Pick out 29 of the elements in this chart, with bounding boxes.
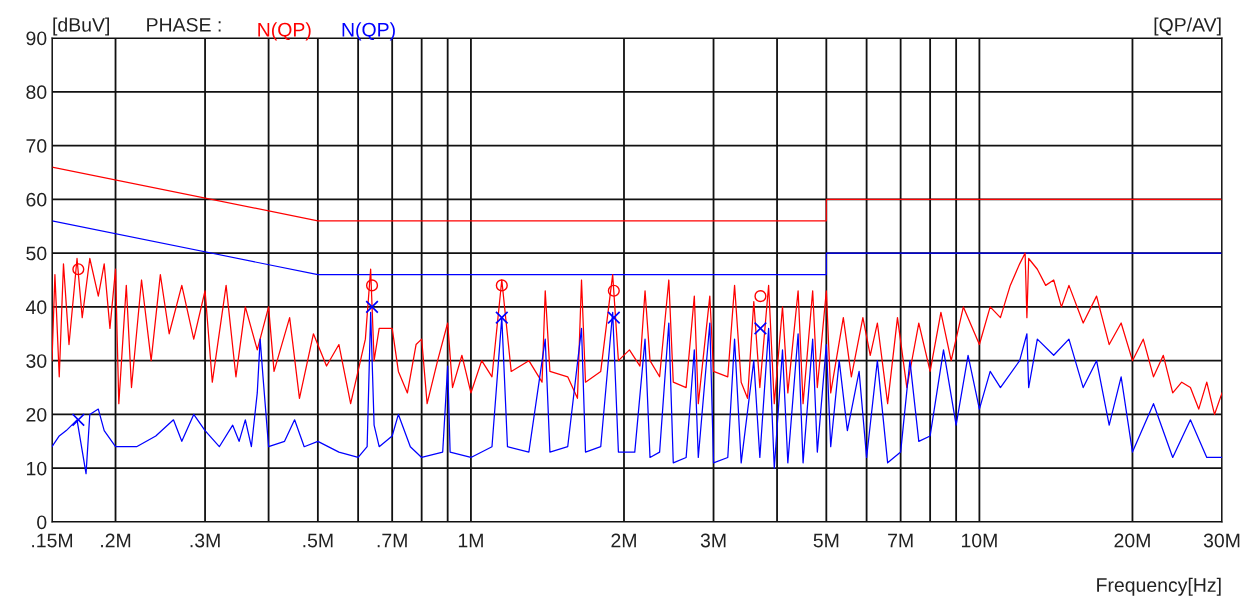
x-tick-label: 2M [611,533,636,548]
y-tick-label: 70 [26,139,47,153]
x-tick-label: 7M [888,533,913,548]
y-tick-label: 50 [26,246,47,261]
y-tick-label: 20 [26,407,47,422]
x-tick-label: 20M [1114,533,1150,548]
x-tick-label: .7M [377,533,407,548]
x-tick-label: 5M [813,533,839,548]
text: PHASE : [147,17,221,32]
y-tick-label: 30 [26,354,47,368]
y-tick-label: 10 [27,461,47,476]
y-tick-label: 80 [26,85,47,100]
x-tick-label: 10M [961,533,997,548]
x-tick-label: .15M [32,533,73,548]
x-tick-label: .2M [101,533,131,548]
x-tick-label: 3M [700,533,726,548]
x-tick-label: 30M [1203,533,1240,548]
x-axis-title: Frequency[Hz] [1097,577,1221,596]
y-axis-title: [dBuV] [53,17,109,36]
text: N(QP) [258,22,311,41]
x-tick-label: .3M [190,533,220,548]
text: [QP/AV] [1154,17,1221,36]
y-tick-label: 90 [26,31,47,46]
x-tick-label: .5M [303,533,333,548]
y-tick-label: 0 [37,515,47,530]
text: N(QP) [342,22,395,41]
y-tick-label: 40 [25,300,47,315]
x-tick-label: 1M [458,533,483,548]
y-tick-label: 60 [26,192,47,207]
